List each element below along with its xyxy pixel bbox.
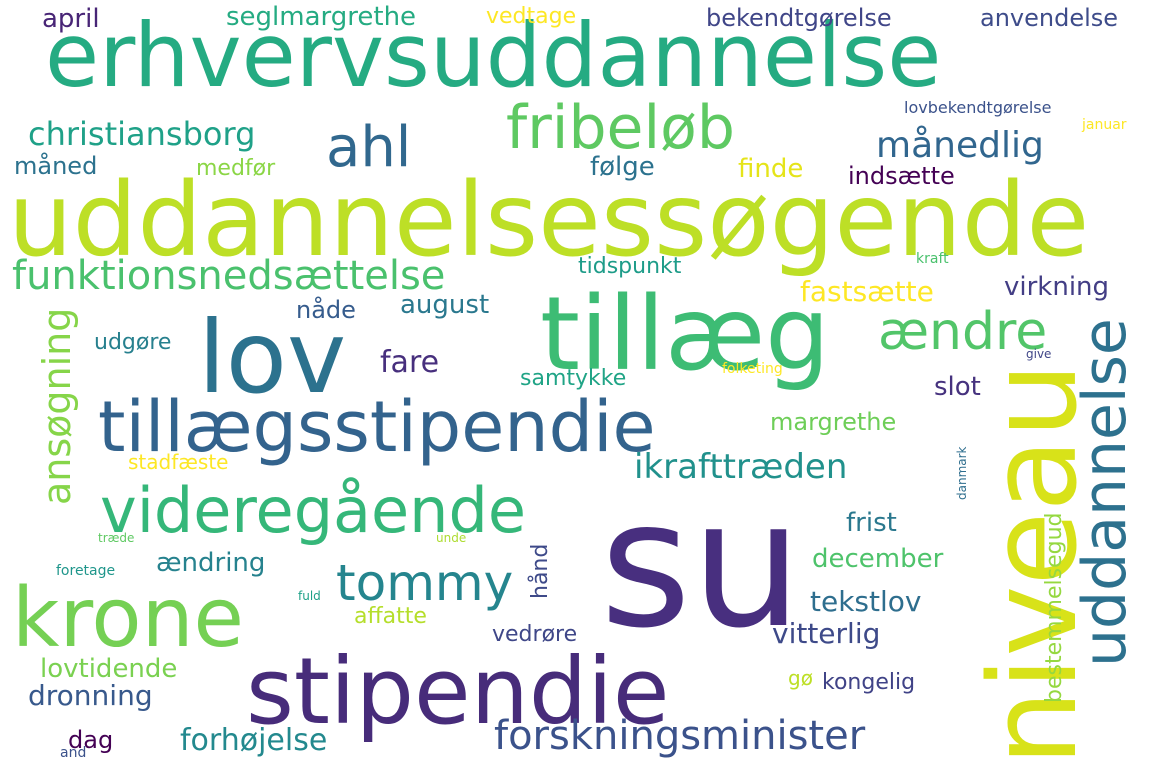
word: medfør [196, 156, 276, 181]
word: indsætte [848, 162, 955, 190]
word: forskningsminister [494, 713, 866, 759]
word: lovbekendtgørelse [904, 98, 1052, 117]
word: bestemmelsegud [1042, 512, 1067, 703]
word: august [400, 290, 490, 320]
word: uddannelse [1070, 318, 1140, 667]
word: vedrøre [492, 622, 578, 647]
word: tillægsstipendie [98, 386, 656, 468]
word: ændre [878, 302, 1048, 362]
word: nåde [296, 296, 356, 324]
word: dronning [28, 679, 153, 712]
word: fuld [298, 589, 321, 603]
word: vedtage [486, 4, 577, 29]
word: erhvervsuddannelse [45, 4, 942, 107]
word: tommy [336, 554, 514, 612]
word: margrethe [770, 408, 897, 436]
word: månedlig [876, 125, 1044, 166]
word: kongelig [822, 670, 916, 695]
word: foretage [56, 563, 116, 579]
word: stadfæste [128, 450, 229, 474]
word: and [60, 745, 87, 761]
word: udgøre [94, 330, 172, 355]
word: slot [934, 372, 981, 402]
word: videregående [100, 474, 526, 547]
word: folketing [722, 361, 783, 377]
word: fare [380, 345, 440, 380]
word: danmark [955, 446, 969, 500]
word: stipendie [246, 638, 670, 745]
word: ansøgning [35, 307, 79, 505]
word: træde [98, 531, 135, 545]
word: anvendelse [980, 4, 1119, 32]
word: unde [436, 531, 467, 545]
word: give [1026, 347, 1052, 361]
word: tillæg [540, 275, 830, 394]
word: seglmargrethe [226, 2, 417, 32]
word: uddannelsessøgende [8, 161, 1090, 280]
word: christiansborg [28, 115, 256, 153]
word: vitterlig [772, 617, 881, 650]
word: finde [738, 154, 804, 184]
word: lov [198, 299, 347, 416]
word: forhøjelse [180, 723, 328, 758]
word: affatte [354, 604, 427, 629]
word: bekendtgørelse [706, 4, 892, 32]
word: krone [12, 571, 244, 666]
word: kraft [916, 251, 949, 267]
word: lovtidende [40, 654, 178, 684]
word: frist [846, 508, 897, 538]
word: ahl [326, 115, 412, 180]
word: virkning [1004, 272, 1110, 302]
word: tekstlov [810, 585, 922, 618]
word: fastsætte [800, 275, 934, 308]
word: måned [14, 152, 98, 180]
word: fribeløb [506, 93, 735, 163]
word: januar [1082, 117, 1127, 133]
word: hånd [528, 543, 553, 599]
word: følge [590, 152, 655, 182]
word: samtykke [520, 366, 627, 391]
word: dag [68, 726, 114, 754]
word: gø [788, 666, 813, 690]
word: ikrafttræden [634, 447, 848, 487]
word: tidspunkt [578, 254, 682, 279]
word: ændring [156, 548, 266, 578]
word: april [42, 4, 100, 34]
word: su [600, 464, 803, 667]
word: funktionsnedsættelse [12, 253, 446, 299]
word: december [812, 544, 944, 574]
